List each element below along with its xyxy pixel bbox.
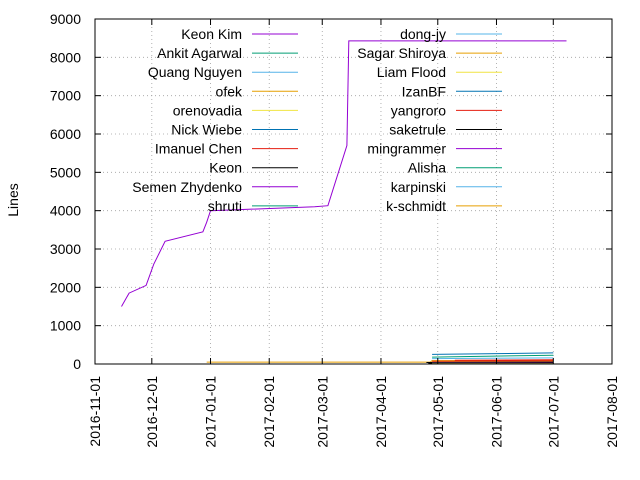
x-tick-label: 2017-02-01 <box>261 376 277 448</box>
legend-label: Nick Wiebe <box>171 122 242 138</box>
series-lines <box>121 40 567 365</box>
legend-label: Liam Flood <box>377 64 446 80</box>
legend-label: shruti <box>208 198 242 214</box>
legend-label: karpinski <box>391 179 446 195</box>
y-tick-label: 5000 <box>50 164 81 180</box>
legend-label: Keon <box>209 160 242 176</box>
series-line-nick-wiebe <box>432 352 554 355</box>
plot-border <box>94 18 613 365</box>
legend-label: Alisha <box>408 160 446 176</box>
x-tick-label: 2017-05-01 <box>430 376 446 448</box>
legend-label: Imanuel Chen <box>155 141 242 157</box>
x-tick-label: 2017-08-01 <box>604 376 620 448</box>
y-tick-label: 9000 <box>50 11 81 27</box>
x-tick-label: 2016-12-01 <box>144 376 160 448</box>
legend-label: saketrule <box>389 122 446 138</box>
x-tick-label: 2017-01-01 <box>203 376 219 448</box>
legend-label: k-schmidt <box>386 198 446 214</box>
y-tick-label: 4000 <box>50 203 81 219</box>
x-axis: 2016-11-01 2016-12-01 2017-01-01 2017-02-01… <box>87 19 620 448</box>
y-tick-label: 7000 <box>50 88 81 104</box>
y-axis: 0 1000 2000 3000 4000 5000 6000 7000 8000 9000 <box>50 11 612 372</box>
legend-label: ofek <box>216 83 243 99</box>
series-line-ankit-agarwal <box>432 354 554 358</box>
y-tick-label: 0 <box>73 356 81 372</box>
y-tick-label: 1000 <box>50 318 81 334</box>
x-tick-label: 2017-07-01 <box>545 376 561 448</box>
grid-lines <box>95 19 612 364</box>
legend-label: yangroro <box>391 102 446 118</box>
legend-label: Sagar Shiroya <box>357 45 446 61</box>
legend-label: IzanBF <box>402 83 446 99</box>
x-tick-label: 2017-04-01 <box>373 376 389 448</box>
series-line-keon-kim <box>121 40 567 307</box>
y-tick-label: 6000 <box>50 126 81 142</box>
y-tick-label: 2000 <box>50 279 81 295</box>
series-line-quang-nguyen <box>432 357 554 360</box>
legend-label: Quang Nguyen <box>148 64 242 80</box>
x-tick-label: 2016-11-01 <box>87 376 103 447</box>
legend-label: Keon Kim <box>181 26 242 42</box>
legend-label: mingrammer <box>367 141 446 157</box>
x-tick-label: 2017-06-01 <box>488 376 504 448</box>
legend-label: Semen Zhydenko <box>132 179 242 195</box>
y-axis-label: Lines <box>5 183 21 216</box>
y-tick-label: 8000 <box>50 49 81 65</box>
legend-label: orenovadia <box>173 102 242 118</box>
legend-label: Ankit Agarwal <box>157 45 242 61</box>
y-tick-label: 3000 <box>50 241 81 257</box>
x-tick-label: 2017-03-01 <box>314 376 330 448</box>
legend: Keon Kim Ankit Agarwal Quang Nguyen ofek ore… <box>132 26 502 214</box>
legend-label: dong-jy <box>400 26 446 42</box>
